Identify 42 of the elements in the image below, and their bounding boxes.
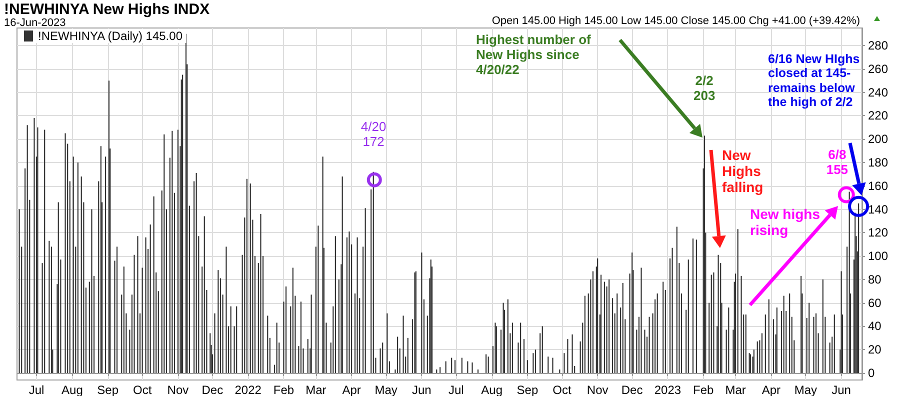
x-tick-label: Nov (586, 383, 608, 396)
y-tick-label: 140 (868, 202, 888, 216)
y-tick-label: 260 (868, 62, 888, 76)
y-tick-label: 240 (868, 85, 888, 100)
x-tick-label: Mar (725, 383, 746, 396)
y-tick-label: 20 (868, 342, 882, 357)
x-tick-label: 2022 (234, 383, 262, 396)
annotation: New highs rising (750, 206, 822, 238)
y-tick-label: 100 (868, 249, 888, 264)
x-tick-label: Dec (202, 383, 224, 396)
text: Open 145.00 High 145.00 Low 145.00 Close 145.00 Chg +41.00 (+39.42%) (492, 15, 860, 28)
x-tick-label: 2023 (654, 383, 682, 396)
annotation: New Highs falling (722, 147, 764, 196)
x-tick-label: Dec (621, 383, 643, 396)
x-tick-label: Nov (167, 383, 189, 396)
x-tick-label: Jul (448, 383, 464, 396)
y-tick-label: 0 (868, 366, 875, 380)
annotation: 6/8 155 (826, 146, 848, 178)
y-tick-label: 60 (868, 296, 882, 310)
y-tick-label: 120 (868, 226, 888, 240)
y-tick-label: 160 (868, 178, 888, 193)
annotation: 6/16 New HIghs closed at 145- remains below the high of 2/2 (768, 52, 860, 110)
annotation: Highest number of New Highs since 4/20/22 (476, 32, 592, 78)
y-tick-label: 80 (868, 272, 882, 286)
legend-label: !NEWHINYA (Daily) 145.00 (38, 29, 183, 43)
y-tick-label: 220 (868, 108, 888, 123)
y-tick-label: 280 (868, 38, 888, 53)
chart-subtitle: 16-Jun-2023 (4, 17, 66, 30)
x-tick-label: Mar (306, 383, 326, 396)
chart-title: !NEWHINYA New Highs INDX (4, 1, 210, 18)
x-tick-label: Feb (693, 383, 714, 396)
y-tick-label: 200 (868, 132, 888, 146)
x-tick-label: Jul (28, 383, 44, 396)
annotation: 4/20 172 (360, 118, 386, 150)
x-tick-label: Jun (832, 383, 851, 396)
x-tick-label: Oct (552, 383, 572, 396)
x-tick-label: Oct (132, 383, 152, 396)
x-tick-label: Jun (412, 383, 432, 396)
y-tick-label: 40 (868, 319, 882, 334)
y-tick-label: 180 (868, 155, 888, 170)
annotation: 2/2 203 (693, 72, 716, 104)
x-tick-label: Feb (273, 383, 294, 396)
